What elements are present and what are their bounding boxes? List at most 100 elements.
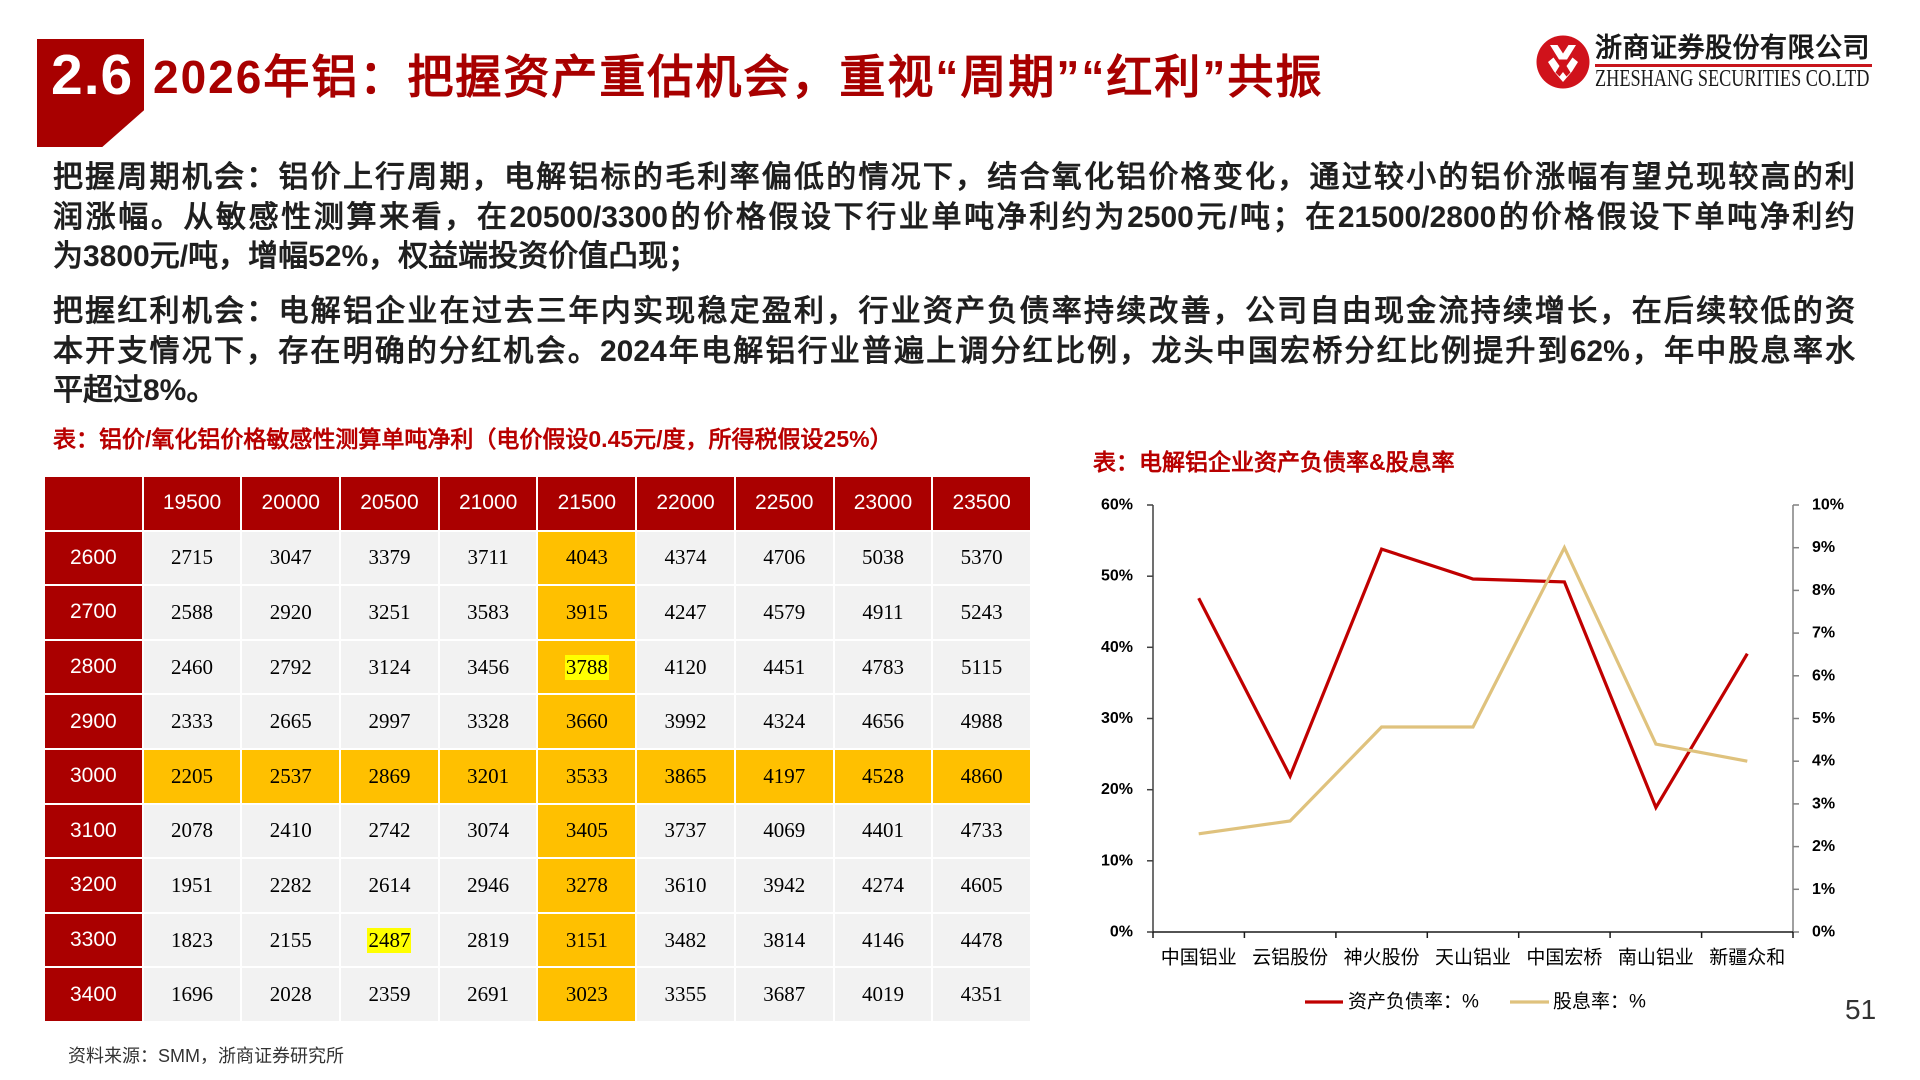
table-cell: 3074	[439, 804, 537, 858]
table-corner-cell	[45, 477, 142, 530]
table-cell-highlighted: 4197	[735, 749, 833, 803]
table-cell: 2792	[242, 640, 340, 694]
table-cell-highlighted: 2205	[143, 749, 241, 803]
table-cell-highlighted: 2869	[341, 749, 438, 803]
legend-label: 股息率：%	[1553, 991, 1646, 1013]
table-cell: 3251	[341, 586, 438, 639]
table-cell: 3355	[637, 968, 734, 1021]
marked-value: 2487	[367, 927, 412, 953]
table-cell: 2614	[341, 859, 438, 912]
debt-ratio-dividend-chart: 0% 10% 20% 30% 40% 50% 60% 0% 1% 2% 3% 4…	[1101, 497, 1844, 1013]
left-y-axis: 0% 10% 20% 30% 40% 50% 60%	[1101, 497, 1154, 941]
page-title: 2026年铝：把握资产重估机会，重视“周期”“红利”共振	[153, 51, 1324, 103]
table-cell-highlighted: 3788	[538, 640, 636, 694]
table-cell: 4451	[735, 640, 833, 694]
left-axis-tick-label: 60%	[1101, 497, 1133, 514]
table-cell-highlighted: 3201	[439, 749, 537, 803]
table-cell: 2410	[242, 804, 340, 858]
table-cell-highlighted: 3915	[538, 586, 636, 639]
table-cell: 4274	[834, 859, 932, 912]
table-cell: 4478	[933, 913, 1030, 967]
table-cell: 5038	[834, 531, 932, 585]
section-number: 2.6	[51, 43, 134, 107]
table-cell-highlighted: 3405	[538, 804, 636, 858]
column-header: 23500	[933, 477, 1030, 530]
left-axis-tick-label: 20%	[1101, 781, 1133, 798]
table-cell: 4605	[933, 859, 1030, 912]
table-cell: 4733	[933, 804, 1030, 858]
table-cell: 3482	[637, 913, 734, 967]
table-caption: 表：铝价/氧化铝价格敏感性测算单吨净利（电价假设0.45元/度，所得税假设25%…	[53, 426, 893, 452]
table-cell: 2715	[143, 531, 241, 585]
left-axis-tick-label: 0%	[1110, 924, 1133, 941]
category-label: 中国宏桥	[1526, 947, 1602, 969]
right-axis-tick-label: 0%	[1812, 924, 1835, 941]
table-cell: 4401	[834, 804, 932, 858]
right-axis-tick-label: 7%	[1812, 625, 1835, 642]
table-cell: 2588	[143, 586, 241, 639]
table-cell: 4247	[637, 586, 734, 639]
table-cell: 2155	[242, 913, 340, 967]
table-cell: 2819	[439, 913, 537, 967]
table-cell-highlighted: 3023	[538, 968, 636, 1021]
table-cell-highlighted: 3865	[637, 749, 734, 803]
right-axis-tick-label: 4%	[1812, 753, 1835, 770]
table-cell: 1696	[143, 968, 241, 1021]
table-cell-highlighted: 3660	[538, 695, 636, 748]
table-cell: 2997	[341, 695, 438, 748]
paragraph-dividend-opportunity: 把握红利机会：电解铝企业在过去三年内实现稳定盈利，行业资产负债率持续改善，公司自…	[53, 292, 1855, 411]
table-cell: 2359	[341, 968, 438, 1021]
table-cell: 5370	[933, 531, 1030, 585]
right-axis-tick-label: 5%	[1812, 710, 1835, 727]
column-header: 21000	[439, 477, 537, 530]
paragraph-line: 平超过8%。	[53, 374, 217, 407]
logo-name-en: ZHESHANG SECURITIES CO.LTD	[1595, 66, 1870, 92]
paragraph-line: 为3800元/吨，增幅52%，权益端投资价值凸现；	[53, 240, 699, 273]
table-row-label: 3300	[45, 913, 142, 967]
table-cell: 2028	[242, 968, 340, 1021]
category-label: 南山铝业	[1618, 947, 1694, 969]
table-row-label: 3100	[45, 804, 142, 858]
table-cell: 3687	[735, 968, 833, 1021]
table-cell: 4579	[735, 586, 833, 639]
column-header: 21500	[538, 477, 636, 530]
zheshang-logo-icon	[1536, 35, 1590, 89]
table-cell: 3583	[439, 586, 537, 639]
category-label: 神火股份	[1344, 947, 1420, 969]
table-cell: 2078	[143, 804, 241, 858]
table-cell-highlighted: 2537	[242, 749, 340, 803]
series-debt-ratio-line	[1197, 547, 1749, 812]
right-axis-tick-label: 2%	[1812, 838, 1835, 855]
table-cell: 4988	[933, 695, 1030, 748]
table-row-label: 2600	[45, 531, 142, 585]
table-cell: 5115	[933, 640, 1030, 694]
right-axis-tick-label: 3%	[1812, 795, 1835, 812]
table-cell: 4656	[834, 695, 932, 748]
table-cell: 4019	[834, 968, 932, 1021]
paragraph-line: 本开支情况下，存在明确的分红机会。2024年电解铝行业普遍上调分红比例，龙头中国…	[53, 334, 1855, 368]
source-note: 资料来源：SMM，浙商证券研究所	[68, 1046, 344, 1066]
series-dividend-yield-line	[1198, 544, 1748, 836]
table-cell: 3047	[242, 531, 340, 585]
table-cell: 3610	[637, 859, 734, 912]
chart-caption: 表：电解铝企业资产负债率&股息率	[1093, 449, 1455, 475]
column-header: 23000	[834, 477, 932, 530]
table-cell: 2742	[341, 804, 438, 858]
table-cell-highlighted: 4860	[933, 749, 1030, 803]
table-cell: 2460	[143, 640, 241, 694]
paragraph-cycle-opportunity: 把握周期机会：铝价上行周期，电解铝标的毛利率偏低的情况下，结合氧化铝价格变化，通…	[53, 158, 1855, 277]
table-cell: 4069	[735, 804, 833, 858]
table-cell-highlighted: 3533	[538, 749, 636, 803]
table-row-label: 2700	[45, 586, 142, 639]
table-row-label: 2800	[45, 640, 142, 694]
right-axis-tick-label: 10%	[1812, 497, 1844, 514]
column-header: 22000	[637, 477, 734, 530]
table-row-label: 3200	[45, 859, 142, 912]
table-cell: 2920	[242, 586, 340, 639]
table-cell: 2282	[242, 859, 340, 912]
table-cell: 3124	[341, 640, 438, 694]
table-cell-highlighted: 3278	[538, 859, 636, 912]
paragraph-line: 把握周期机会：铝价上行周期，电解铝标的毛利率偏低的情况下，结合氧化铝价格变化，通…	[53, 161, 1855, 194]
table-cell: 4120	[637, 640, 734, 694]
left-axis-tick-label: 50%	[1101, 568, 1133, 585]
